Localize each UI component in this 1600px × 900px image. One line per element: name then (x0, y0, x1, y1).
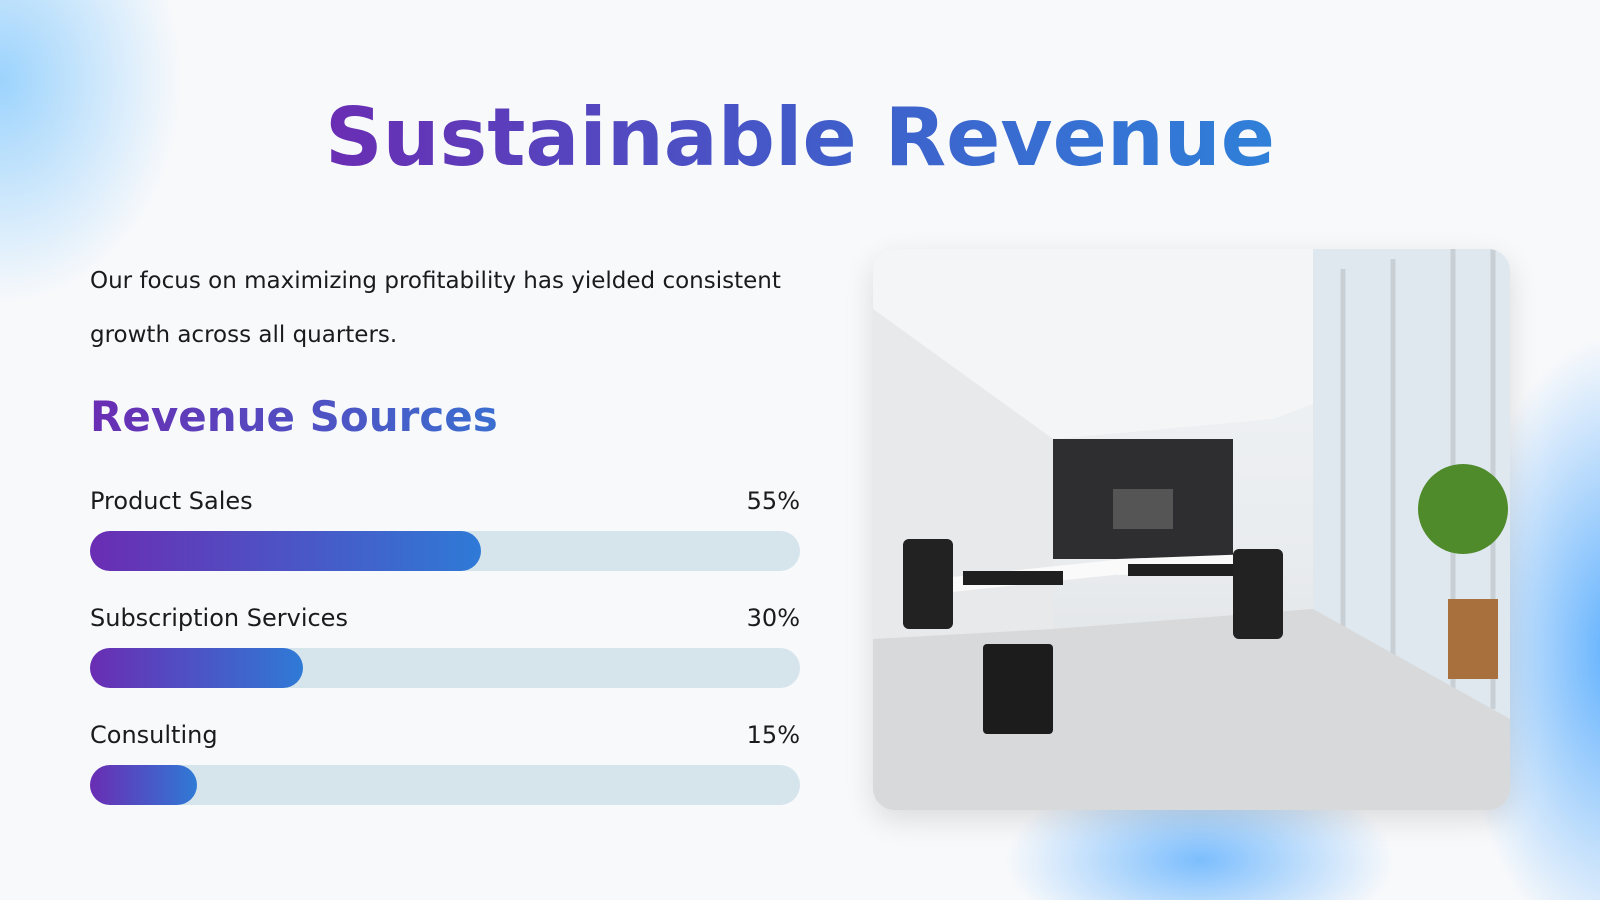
value-label: 55% (746, 487, 800, 515)
office-photo (873, 249, 1510, 810)
bar (90, 531, 481, 571)
value-label: 15% (746, 721, 800, 749)
photo-illustration (873, 249, 1510, 810)
bar-label: Product Sales (90, 487, 253, 515)
bar-label: Consulting (90, 721, 218, 749)
bar-label: Subscription Services (90, 604, 348, 632)
intro-text: Our focus on maximizing profitability ha… (90, 268, 781, 348)
bar-track (90, 531, 800, 571)
bar (90, 648, 303, 688)
bar-track (90, 648, 800, 688)
section-title: Revenue Sources (90, 392, 498, 441)
bar (90, 765, 197, 805)
slide-title: Sustainable Revenue (325, 91, 1275, 184)
bar-track (90, 765, 800, 805)
value-label: 30% (746, 604, 800, 632)
